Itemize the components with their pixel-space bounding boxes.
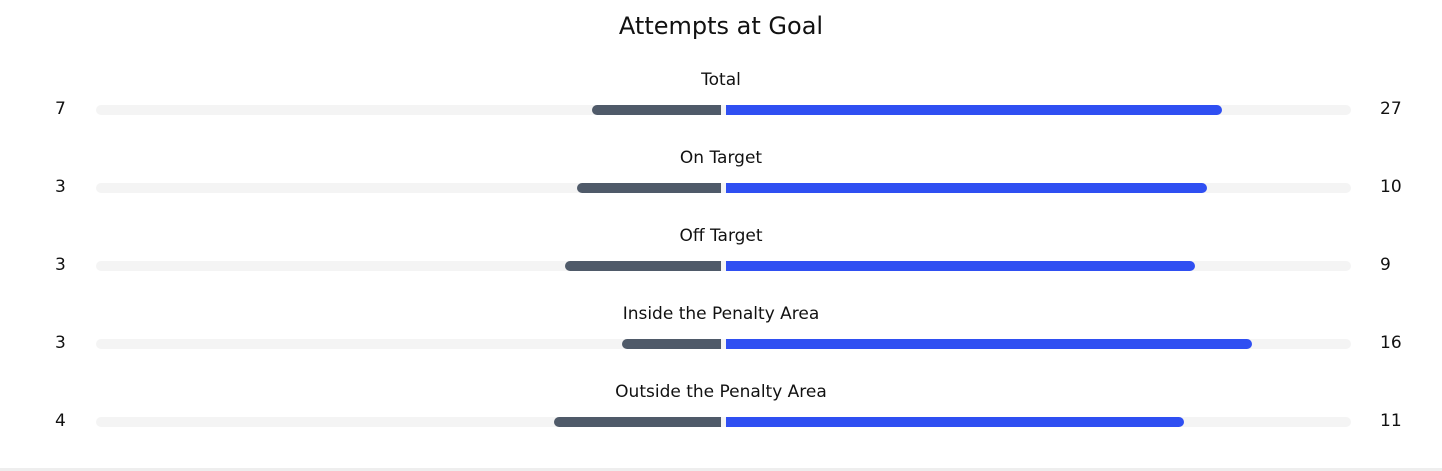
bar-track <box>96 417 1351 427</box>
home-value: 4 <box>55 411 66 431</box>
row-label: Outside the Penalty Area <box>615 382 827 402</box>
home-bar <box>564 261 721 271</box>
row-label: Inside the Penalty Area <box>622 304 820 324</box>
away-bar <box>726 183 1207 193</box>
home-value: 3 <box>55 255 66 275</box>
bar-track <box>96 339 1351 349</box>
away-value: 9 <box>1380 255 1391 275</box>
bar-track <box>96 261 1351 271</box>
home-bar <box>622 339 721 349</box>
home-bar <box>576 183 721 193</box>
home-value: 7 <box>55 99 66 119</box>
panel-title: Attempts at Goal <box>618 12 824 40</box>
home-bar <box>592 105 721 115</box>
bar-track <box>96 183 1351 193</box>
away-value: 27 <box>1380 99 1402 119</box>
row-label: On Target <box>679 148 763 168</box>
row-label: Total <box>701 70 741 90</box>
home-value: 3 <box>55 333 66 353</box>
away-bar <box>726 339 1253 349</box>
home-bar <box>554 417 721 427</box>
away-value: 11 <box>1380 411 1402 431</box>
away-bar <box>726 417 1185 427</box>
home-value: 3 <box>55 177 66 197</box>
away-value: 10 <box>1380 177 1402 197</box>
away-value: 16 <box>1380 333 1402 353</box>
away-bar <box>726 261 1195 271</box>
bar-track <box>96 105 1351 115</box>
away-bar <box>726 105 1223 115</box>
row-label: Off Target <box>679 226 763 246</box>
